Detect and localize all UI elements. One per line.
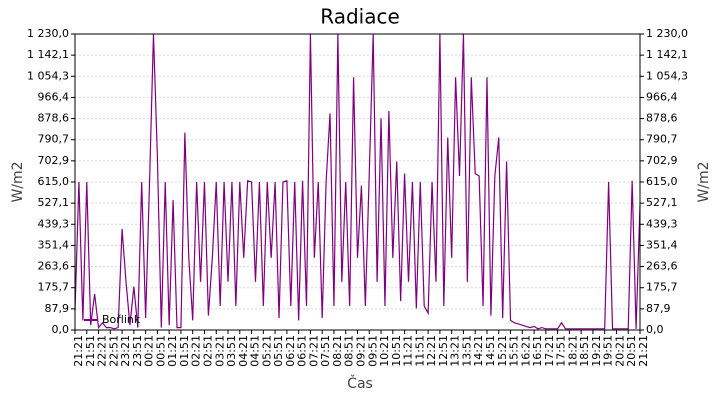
x-tick-label: 02:51 xyxy=(201,335,214,367)
x-tick-label: 12:51 xyxy=(437,335,450,367)
x-tick-label: 17:51 xyxy=(555,335,568,367)
x-tick-label: 19:21 xyxy=(590,335,603,367)
x-axis-title: Čas xyxy=(347,374,373,392)
x-tick-label: 15:21 xyxy=(496,335,509,367)
x-tick-label: 07:51 xyxy=(319,335,332,367)
x-tick-label: 16:51 xyxy=(531,335,544,367)
y-tick-label: 0,0 xyxy=(52,323,70,336)
y2-tick-label: 1 142,1 xyxy=(646,48,688,61)
x-tick-label: 20:51 xyxy=(625,335,638,367)
x-tick-label: 10:21 xyxy=(378,335,391,367)
y2-tick-label: 615,0 xyxy=(646,175,678,188)
x-tick-label: 16:21 xyxy=(519,335,532,367)
x-tick-label: 13:21 xyxy=(449,335,462,367)
x-tick-label: 00:51 xyxy=(154,335,167,367)
y-axis-title: W/m2 xyxy=(10,161,26,202)
y-tick-label: 615,0 xyxy=(38,175,70,188)
x-tick-label: 14:21 xyxy=(472,335,485,367)
y-tick-label: 263,6 xyxy=(38,260,70,273)
y-tick-label: 1 230,0 xyxy=(27,27,69,40)
x-tick-label: 11:21 xyxy=(402,335,415,367)
y2-axis-title: W/m2 xyxy=(696,161,712,202)
y-tick-label: 351,4 xyxy=(38,238,70,251)
y-tick-label: 1 054,3 xyxy=(27,69,69,82)
x-tick-label: 18:51 xyxy=(578,335,591,367)
x-tick-label: 05:51 xyxy=(272,335,285,367)
x-tick-label: 21:21 xyxy=(637,335,650,367)
y2-tick-label: 439,3 xyxy=(646,217,678,230)
legend-label: Bořlink xyxy=(102,313,141,326)
plot-frame xyxy=(74,33,641,331)
x-tick-label: 10:51 xyxy=(390,335,403,367)
y-tick-label: 790,7 xyxy=(38,133,70,146)
x-tick-label: 06:21 xyxy=(284,335,297,367)
x-tick-label: 05:21 xyxy=(260,335,273,367)
x-tick-label: 11:51 xyxy=(413,335,426,367)
x-tick-label: 19:51 xyxy=(602,335,615,367)
y2-tick-label: 966,4 xyxy=(646,90,678,103)
x-tick-label: 18:21 xyxy=(566,335,579,367)
y2-tick-label: 175,7 xyxy=(646,281,678,294)
x-tick-label: 00:21 xyxy=(143,335,156,367)
y-tick-label: 966,4 xyxy=(38,90,70,103)
y2-tick-label: 1 054,3 xyxy=(646,69,688,82)
y2-tick-label: 1 230,0 xyxy=(646,27,688,40)
x-tick-label: 03:21 xyxy=(213,335,226,367)
y-tick-label: 702,9 xyxy=(38,154,70,167)
y-tick-label: 175,7 xyxy=(38,281,70,294)
x-tick-label: 22:21 xyxy=(96,335,109,367)
chart-title: Radiace xyxy=(320,5,400,29)
x-tick-label: 21:21 xyxy=(72,335,85,367)
y-tick-label: 87,9 xyxy=(45,302,70,315)
x-tick-label: 04:51 xyxy=(249,335,262,367)
x-tick-label: 07:21 xyxy=(307,335,320,367)
x-tick-label: 22:51 xyxy=(107,335,120,367)
x-tick-label: 12:21 xyxy=(425,335,438,367)
y2-tick-label: 87,9 xyxy=(646,302,671,315)
x-tick-label: 23:21 xyxy=(119,335,132,367)
y-tick-label: 1 142,1 xyxy=(27,48,69,61)
x-tick-label: 01:51 xyxy=(178,335,191,367)
x-tick-label: 02:21 xyxy=(190,335,203,367)
x-tick-label: 21:51 xyxy=(84,335,97,367)
x-tick-label: 13:51 xyxy=(460,335,473,367)
y2-tick-label: 702,9 xyxy=(646,154,678,167)
y2-tick-label: 0,0 xyxy=(646,323,664,336)
y-tick-label: 878,6 xyxy=(38,112,70,125)
x-tick-label: 23:51 xyxy=(131,335,144,367)
y-tick-label: 527,1 xyxy=(38,196,70,209)
x-tick-label: 17:21 xyxy=(543,335,556,367)
x-tick-label: 03:51 xyxy=(225,335,238,367)
data-line xyxy=(74,33,641,330)
x-tick-label: 20:21 xyxy=(613,335,626,367)
x-tick-label: 09:51 xyxy=(366,335,379,367)
x-tick-label: 08:21 xyxy=(331,335,344,367)
y2-tick-label: 878,6 xyxy=(646,112,678,125)
x-tick-label: 04:21 xyxy=(237,335,250,367)
y2-tick-label: 351,4 xyxy=(646,238,678,251)
x-tick-label: 06:51 xyxy=(296,335,309,367)
y-tick-label: 439,3 xyxy=(38,217,70,230)
y2-tick-label: 790,7 xyxy=(646,133,678,146)
y2-tick-label: 263,6 xyxy=(646,260,678,273)
x-tick-label: 09:21 xyxy=(355,335,368,367)
x-tick-label: 01:21 xyxy=(166,335,179,367)
x-tick-label: 14:51 xyxy=(484,335,497,367)
x-tick-label: 08:51 xyxy=(343,335,356,367)
y2-tick-label: 527,1 xyxy=(646,196,678,209)
x-tick-label: 15:51 xyxy=(508,335,521,367)
